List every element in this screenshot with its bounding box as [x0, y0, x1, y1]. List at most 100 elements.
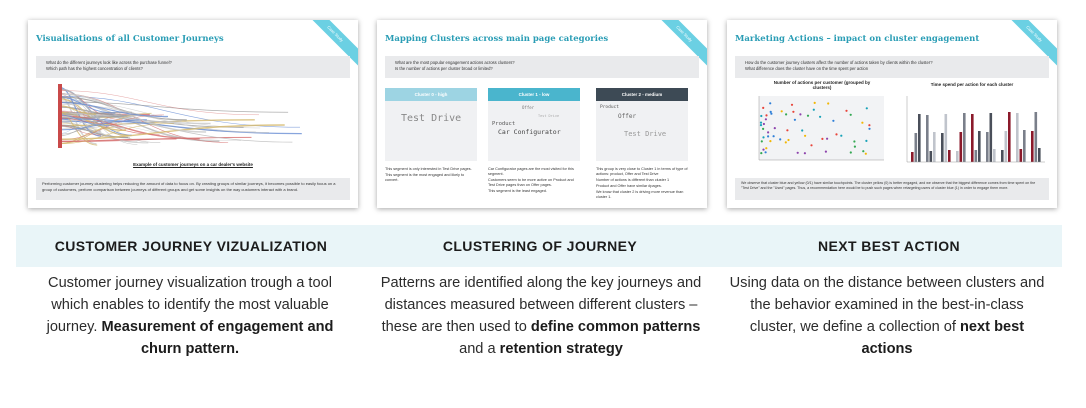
bar-chart-thumbnail — [906, 96, 1045, 163]
description-text: Using data on the distance between clust… — [729, 275, 1045, 335]
scatter-point — [790, 103, 794, 106]
flow-line — [59, 112, 211, 125]
scatter-point — [845, 109, 848, 112]
scatter-point — [760, 114, 763, 118]
scatter-point — [849, 113, 852, 116]
word-offer: Offer — [522, 105, 535, 110]
scatter-point — [821, 137, 824, 140]
flow-line — [59, 106, 122, 116]
slide-title: Mapping Clusters across main page catego… — [385, 34, 609, 44]
scatter-point — [864, 152, 867, 155]
cluster-header: Cluster 2 - medium — [596, 88, 688, 101]
scatter-point — [861, 121, 864, 124]
bar-series — [911, 112, 1041, 162]
flow-line — [59, 88, 125, 129]
scatter-point — [865, 107, 868, 110]
scatter-point — [865, 139, 868, 142]
slide-questions: What are the most popular engagement act… — [385, 56, 699, 78]
scatter-point — [849, 151, 852, 154]
scatter-point — [826, 137, 829, 140]
bar-chart-title: Time spend per action for each cluster — [930, 82, 1014, 87]
note-item: This segment is the least engaged. — [488, 189, 547, 193]
bar — [1031, 131, 1034, 162]
scatter-chart-title: Number of actions per customer (grouped … — [773, 80, 871, 90]
bar — [1004, 131, 1008, 162]
description-emphasis: next best actions — [861, 319, 1025, 357]
scatter-point — [813, 101, 816, 104]
flow-line — [59, 105, 97, 115]
heading-journey-visualization: CUSTOMER JOURNEY VIZUALIZATION — [54, 238, 328, 254]
scatter-point — [767, 135, 770, 138]
scatter-point — [769, 110, 772, 113]
bar — [959, 132, 963, 162]
description-emphasis: Measurement of engagement and churn patt… — [101, 319, 334, 357]
flow-line — [59, 97, 155, 123]
flow-line — [59, 118, 302, 135]
scatter-point — [764, 118, 767, 121]
bar — [1034, 112, 1038, 162]
scatter-point — [824, 150, 827, 153]
cluster-notes: This segment is only interested in Test … — [385, 167, 477, 183]
description-emphasis: define common patterns — [530, 319, 701, 335]
flow-line — [59, 113, 161, 143]
scatter-point — [862, 150, 865, 153]
scatter-point — [832, 119, 835, 122]
bar — [1008, 112, 1011, 162]
flow-line — [59, 138, 177, 142]
bar — [1016, 113, 1019, 162]
note-item: Product and Offer have similar #pages. — [596, 184, 662, 188]
scatter-point — [812, 108, 815, 111]
bar — [941, 133, 944, 162]
slide-questions: How do the customer journey clusters aff… — [735, 56, 1049, 78]
scatter-point — [759, 121, 763, 124]
slide-summary: We observe that cluster blue and yellow … — [735, 178, 1049, 200]
scatter-point — [853, 145, 856, 148]
question-item: What difference does the cluster have on… — [745, 66, 869, 71]
scatter-point — [762, 136, 765, 139]
word-offer: Offer — [618, 113, 637, 120]
scatter-point — [806, 114, 810, 117]
slide-summary: Performing customer journey clustering h… — [36, 178, 350, 200]
scatter-point — [765, 114, 768, 117]
slide-thumbnail-journey-visualization: Visualisations of all Customer Journeys … — [28, 20, 358, 208]
diagram-caption: Example of customer journeys on a car de… — [133, 162, 253, 167]
scatter-point — [799, 113, 802, 116]
scatter-point — [770, 112, 773, 115]
flow-line — [59, 114, 132, 135]
scatter-point — [786, 129, 789, 132]
flow-line — [59, 111, 126, 132]
word-cloud: Offer Test Drive Product Car Configurato… — [488, 101, 580, 161]
scatter-point — [793, 118, 796, 121]
scatter-point — [868, 127, 871, 130]
scatter-chart-thumbnail — [758, 96, 884, 161]
bar — [918, 114, 921, 162]
scatter-point — [787, 138, 790, 142]
cluster-notes: This group is very close to Cluster 1 in… — [596, 167, 688, 200]
cluster-notes: Car Configurator pages are the most visi… — [488, 167, 580, 194]
bar — [1038, 148, 1041, 162]
bar — [914, 133, 918, 162]
cluster-column-0: Cluster 0 - high Test Drive This segment… — [385, 88, 477, 184]
word-cloud: Product Offer Test Drive — [596, 101, 688, 161]
scatter-point — [835, 133, 838, 136]
scatter-point — [827, 102, 830, 105]
flow-line — [59, 122, 174, 145]
scatter-point — [780, 110, 783, 113]
scatter-points — [759, 101, 871, 155]
description-emphasis: retention strategy — [499, 341, 623, 357]
description-clustering: Patterns are identified along the key jo… — [378, 272, 704, 360]
scatter-point — [840, 134, 843, 137]
scatter-point — [810, 144, 813, 147]
scatter-point — [803, 152, 806, 155]
bar — [944, 114, 948, 162]
scatter-point — [759, 124, 763, 127]
bar — [978, 131, 981, 162]
scatter-point — [779, 138, 782, 141]
scatter-point — [762, 106, 765, 109]
scatter-point — [762, 122, 765, 126]
word-test-drive: Test Drive — [538, 114, 560, 118]
word-product: Product — [492, 121, 516, 127]
flow-line — [59, 126, 119, 144]
scatter-point — [801, 129, 804, 132]
scatter-point — [868, 124, 871, 127]
